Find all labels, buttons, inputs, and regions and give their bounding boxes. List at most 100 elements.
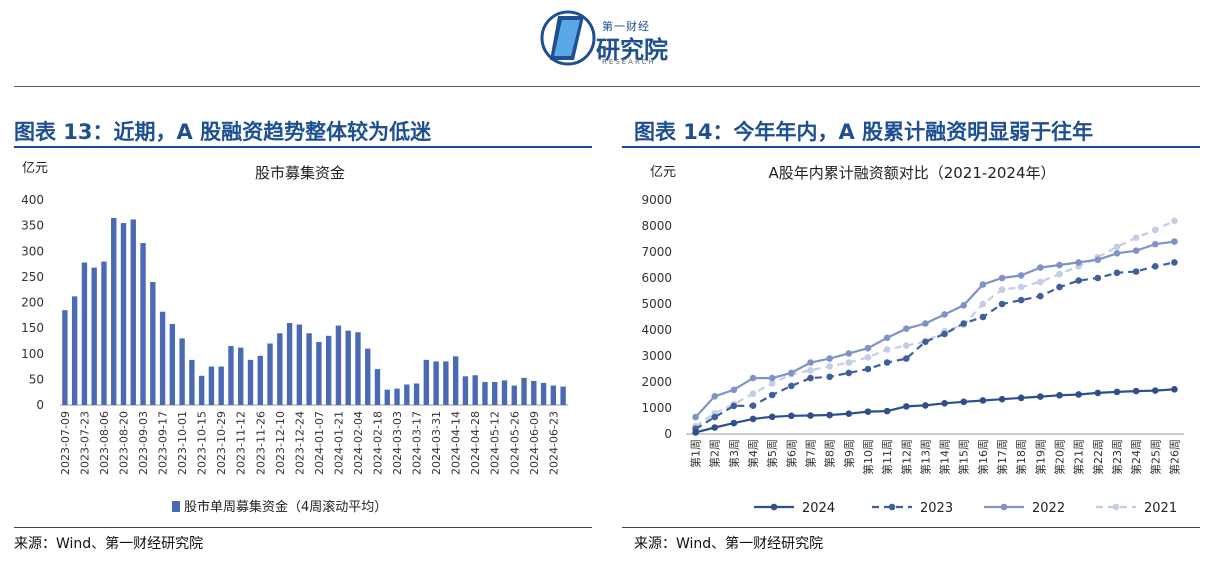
x-tick-label: 第4周 [746, 439, 760, 468]
y-tick-label: 9000 [641, 193, 672, 207]
data-point-2022 [941, 311, 948, 318]
data-point-2021 [1132, 234, 1140, 241]
y-tick-label: 7000 [641, 245, 672, 259]
bar [159, 311, 166, 405]
data-point-2021 [902, 342, 910, 349]
data-point-2022 [1094, 256, 1102, 264]
left-source-note: 来源：Wind、第一财经研究院 [14, 536, 204, 552]
bar [316, 341, 322, 405]
data-point-2021 [749, 390, 757, 397]
bar [462, 376, 469, 405]
bar [286, 323, 293, 405]
data-point-2022 [1171, 238, 1178, 245]
data-point-2023 [1151, 263, 1159, 270]
data-point-2024 [1075, 391, 1082, 398]
line-chart-cumulative: A股年内累计融资额对比（2021-2024年） 亿元 0 1000 2000 3000 40… [641, 164, 1184, 516]
bar-chart-fundraising: 股市募集资金 亿元 0 50 100 150 200 250 300 350 400 2023-07-… [21, 161, 568, 515]
y-tick-label: 250 [21, 270, 44, 284]
x-tick-label: 2023-12-10 [274, 411, 287, 475]
x-tick-label: 2023-10-15 [196, 411, 209, 475]
bar [218, 366, 224, 405]
x-tick-label: 第26周 [1167, 439, 1181, 475]
x-tick-label: 第20周 [1053, 439, 1067, 475]
x-tick-label: 2023-09-03 [137, 411, 150, 475]
right-title-divider [622, 146, 1200, 148]
bar [325, 335, 332, 405]
data-point-2023 [960, 320, 968, 327]
x-tick-label: 第2周 [708, 439, 722, 468]
x-tick-label: 2024-02-18 [372, 411, 385, 475]
x-tick-label: 第25周 [1148, 439, 1162, 475]
legend-marker-2023 [888, 503, 896, 511]
data-point-2024 [1056, 391, 1063, 399]
data-point-2023 [1037, 292, 1044, 300]
data-point-2024 [711, 424, 719, 431]
x-tick-label: 第15周 [957, 439, 971, 475]
data-point-2024 [845, 410, 853, 418]
x-tick-label: 2023-07-23 [78, 411, 91, 475]
bar [169, 324, 176, 405]
bar [62, 310, 68, 405]
data-point-2024 [864, 408, 872, 415]
data-point-2023 [922, 338, 929, 345]
bar [335, 325, 342, 405]
bar [111, 217, 117, 405]
research-institute-logo: 第一财经 研究院 RESEARCH [540, 6, 690, 70]
bar [257, 355, 263, 405]
data-point-2021 [998, 286, 1006, 293]
x-tick-label: 第19周 [1033, 439, 1047, 475]
legend-label-2023: 2023 [920, 501, 953, 516]
y-tick-label: 300 [21, 244, 44, 258]
x-tick-label: 第17周 [995, 439, 1009, 475]
x-tick-label: 2023-11-26 [254, 411, 267, 475]
x-tick-label: 2023-10-29 [215, 411, 228, 475]
header-divider [14, 86, 1200, 87]
bar [91, 267, 97, 405]
right-source-divider [622, 527, 1200, 528]
x-tick-label: 2024-04-28 [469, 411, 482, 475]
data-point-2022 [788, 369, 795, 377]
bar [71, 296, 78, 405]
left-panel-title: 图表 13：近期，A 股融资趋势整体较为低迷 [14, 120, 432, 144]
bar [365, 348, 371, 405]
data-point-2021 [979, 300, 987, 308]
data-point-2022 [711, 393, 719, 400]
data-point-2023 [1056, 283, 1063, 291]
bar [482, 381, 488, 405]
legend-marker-2022 [1000, 503, 1008, 511]
bar [374, 369, 381, 405]
bar [277, 333, 283, 405]
data-point-2021 [807, 367, 814, 374]
data-point-2023 [883, 359, 891, 366]
data-point-2024 [807, 412, 814, 419]
data-point-2021 [826, 363, 833, 370]
data-point-2023 [1075, 277, 1082, 284]
x-tick-label: 2024-05-12 [489, 411, 502, 475]
bar [540, 382, 547, 405]
bar [150, 282, 156, 405]
bar [120, 223, 127, 405]
right-source-note: 来源：Wind、第一财经研究院 [634, 536, 824, 552]
data-point-2023 [1132, 268, 1140, 275]
bar [394, 388, 400, 405]
x-tick-label: 第5周 [765, 439, 779, 468]
series-line-2024 [695, 388, 1175, 434]
data-point-2024 [1151, 387, 1159, 394]
logo-mark-icon [540, 10, 596, 66]
y-tick-label: 4000 [641, 323, 672, 337]
data-point-2023 [1171, 259, 1178, 266]
data-point-2022 [826, 355, 833, 362]
data-point-2024 [768, 413, 776, 421]
data-point-2021 [1056, 270, 1063, 278]
data-point-2023 [1113, 269, 1121, 277]
bar [492, 381, 498, 405]
x-tick-label: 第14周 [938, 439, 952, 475]
bar [413, 383, 420, 405]
data-point-2022 [1132, 247, 1140, 254]
data-point-2023 [826, 373, 833, 381]
report-header: 第一财经 研究院 RESEARCH [0, 0, 1214, 87]
x-tick-label: 第16周 [976, 439, 990, 475]
data-point-2022 [883, 334, 891, 342]
data-point-2022 [749, 374, 757, 382]
series-line-2022 [694, 240, 1175, 418]
